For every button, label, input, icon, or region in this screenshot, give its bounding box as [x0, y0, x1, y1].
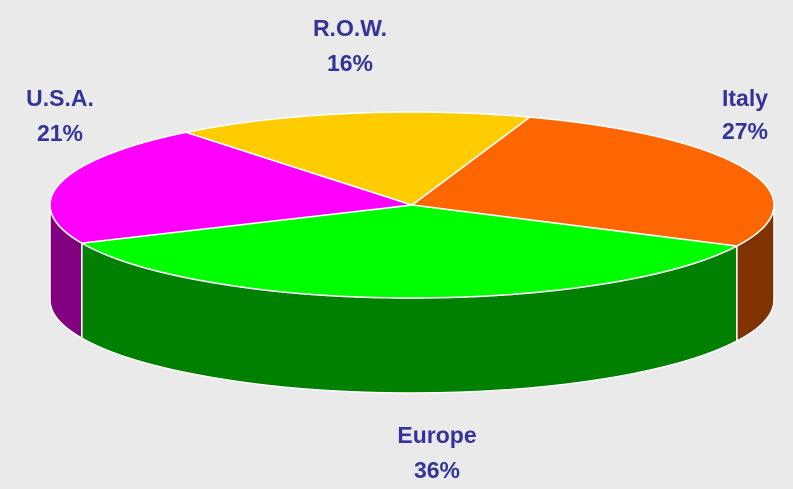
slice-label: Italy — [722, 85, 768, 111]
slice — [79, 204, 740, 299]
slice-label: R.O.W. — [313, 15, 387, 41]
slice-value-label: 21% — [37, 120, 83, 146]
slice — [183, 111, 532, 206]
slice — [410, 116, 775, 247]
slice-value-label: 36% — [414, 457, 460, 483]
slice-label: Europe — [397, 422, 476, 448]
slice — [49, 131, 413, 244]
slice-value-label: 27% — [722, 118, 768, 144]
slice-value-label: 16% — [327, 50, 373, 76]
slice-label: U.S.A. — [26, 85, 94, 111]
